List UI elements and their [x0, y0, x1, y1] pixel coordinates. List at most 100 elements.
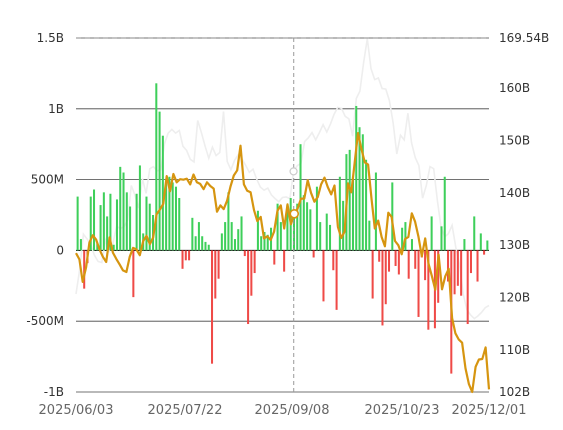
bar-series	[76, 83, 489, 374]
outflow-bar	[469, 250, 472, 274]
inflow-bar	[286, 205, 289, 251]
outflow-bar	[211, 250, 214, 364]
inflow-bar	[361, 134, 364, 251]
x-axis-tick-label: 2025/12/01	[452, 403, 527, 418]
right-axis-tick-label: 102B	[499, 385, 530, 399]
price-line-layer	[75, 132, 491, 394]
right-axis-tick-label: 160B	[499, 81, 530, 95]
right-axis-tick-label: 169.54B	[499, 31, 549, 45]
inflow-bar	[309, 209, 312, 251]
outflow-bar	[476, 250, 479, 282]
inflow-bar	[299, 144, 302, 251]
crosshair	[289, 38, 300, 392]
inflow-bar	[401, 227, 404, 251]
inflow-bar	[112, 244, 115, 251]
outflow-bar	[181, 250, 184, 269]
inflow-bar	[194, 236, 197, 251]
outflow-bar	[184, 250, 187, 261]
x-axis-tick-label: 2025/10/23	[365, 403, 440, 418]
inflow-bar	[227, 192, 230, 251]
inflow-bar	[329, 224, 332, 251]
inflow-bar	[342, 200, 345, 251]
outflow-bar	[394, 250, 397, 266]
outflow-bar	[243, 250, 246, 257]
inflow-bar	[230, 222, 233, 251]
outflow-bar	[381, 250, 384, 326]
right-axis-tick-label: 130B	[499, 238, 530, 252]
left-axis-ticks: 1.5B 1B 500M 0 -500M -1B	[26, 31, 64, 399]
left-axis-tick-label: 0	[56, 243, 64, 257]
inflow-bar	[125, 192, 128, 251]
right-axis-tick-label: 140B	[499, 186, 530, 200]
inflow-bar	[256, 210, 259, 251]
ghost-series-line	[75, 38, 490, 320]
inflow-bar	[93, 189, 96, 251]
inflow-bar	[165, 182, 168, 251]
inflow-bar	[76, 196, 79, 251]
inflow-bar	[148, 203, 151, 251]
x-axis-ticks: 2025/06/03 2025/07/22 2025/09/08 2025/10/23…	[39, 403, 527, 418]
line-hover-marker	[289, 208, 300, 219]
inflow-bar	[358, 127, 361, 251]
outflow-bar	[83, 250, 86, 289]
outflow-bar	[378, 250, 381, 262]
outflow-bar	[437, 250, 440, 303]
price-series-line	[75, 132, 491, 394]
outflow-bar	[253, 250, 256, 274]
inflow-bar	[161, 135, 164, 251]
inflow-bar	[404, 222, 407, 251]
outflow-bar	[424, 250, 427, 281]
x-axis-tick-label: 2025/09/08	[255, 403, 330, 418]
inflow-bar	[443, 176, 446, 251]
inflow-bar	[430, 216, 433, 251]
outflow-bar	[247, 250, 250, 325]
inflow-bar	[122, 172, 125, 251]
inflow-bar	[224, 222, 227, 251]
inflow-bar	[220, 233, 223, 251]
inflow-bar	[319, 222, 322, 251]
left-axis-tick-label: 500M	[31, 173, 64, 187]
inflow-bar	[106, 216, 109, 251]
outflow-bar	[453, 250, 456, 295]
outflow-bar	[407, 250, 410, 279]
inflow-bar	[119, 166, 122, 251]
outflow-bar	[322, 250, 325, 302]
inflow-bar	[351, 176, 354, 251]
outflow-bar	[397, 250, 400, 275]
inflow-bar	[368, 220, 371, 251]
inflow-bar	[440, 226, 443, 251]
inflow-bar	[410, 239, 413, 251]
inflow-bar	[168, 176, 171, 251]
inflow-bar	[233, 239, 236, 251]
outflow-bar	[214, 250, 217, 299]
inflow-bar	[178, 198, 181, 251]
inflow-bar	[315, 186, 318, 251]
inflow-bar	[292, 213, 295, 251]
outflow-bar	[456, 250, 459, 286]
outflow-bar	[335, 250, 338, 310]
inflow-bar	[135, 193, 138, 251]
grid-lines	[76, 37, 489, 393]
outflow-bar	[283, 250, 286, 272]
inflow-bar	[302, 195, 305, 251]
inflow-bar	[204, 241, 207, 251]
x-axis-tick-label: 2025/06/03	[39, 403, 114, 418]
outflow-bar	[312, 250, 315, 258]
inflow-bar	[207, 244, 210, 251]
outflow-bar	[188, 250, 191, 261]
outflow-bar	[132, 250, 135, 298]
ghost-hover-marker	[289, 167, 298, 176]
outflow-bar	[466, 250, 469, 325]
inflow-bar	[79, 239, 82, 251]
left-axis-tick-label: 1.5B	[37, 31, 64, 45]
outflow-bar	[447, 250, 450, 282]
right-axis-tick-label: 150B	[499, 133, 530, 147]
outflow-bar	[250, 250, 253, 296]
inflow-bar	[486, 240, 489, 251]
inflow-bar	[158, 111, 161, 251]
left-axis-tick-label: -500M	[26, 314, 64, 328]
left-axis-tick-label: 1B	[48, 102, 64, 116]
inflow-bar	[473, 216, 476, 251]
